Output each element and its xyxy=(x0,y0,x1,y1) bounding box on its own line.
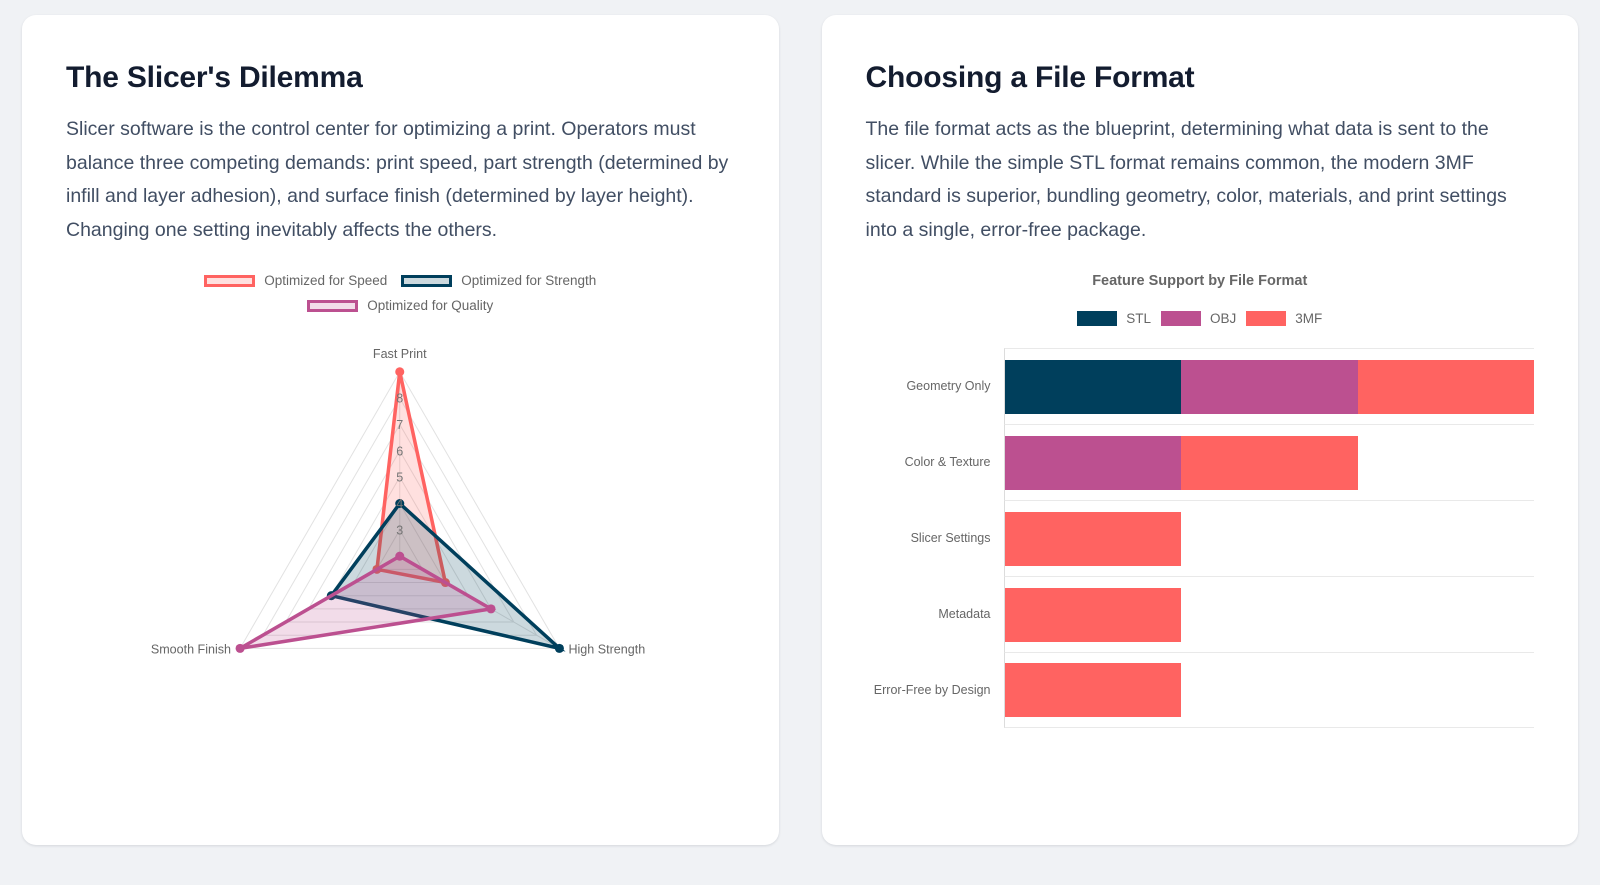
radar-svg: 3 4 5 6 7 8 Fast Print High Strength Smooth Fini… xyxy=(151,347,645,657)
bar-legend-swatch xyxy=(1077,311,1118,327)
radar-legend-label: Optimized for Quality xyxy=(367,298,494,314)
bar-legend-label: 3MF xyxy=(1295,311,1323,327)
bar-chart-row: Error-Free by Design xyxy=(866,652,1535,729)
bar-segment-3mf xyxy=(1004,587,1181,642)
radar-legend: Optimized for Speed Optimized for Strengt… xyxy=(120,273,680,313)
radar-grid-ring xyxy=(239,370,561,650)
bar-track xyxy=(1003,348,1534,425)
bar-segment-obj xyxy=(1181,359,1358,414)
radar-legend-item-1[interactable]: Optimized for Strength xyxy=(401,273,596,288)
bar-segment-stl xyxy=(1004,359,1181,414)
bar-legend-swatch xyxy=(1161,311,1201,327)
bar-legend-label: STL xyxy=(1126,311,1151,327)
bar-legend-swatch xyxy=(1246,311,1287,327)
bar-category-label: Metadata xyxy=(938,607,991,622)
radar-data-point xyxy=(554,643,564,654)
radar-legend-label: Optimized for Strength xyxy=(461,273,597,289)
radar-data-point xyxy=(395,499,405,509)
bar-chart-row: Slicer Settings xyxy=(866,500,1535,577)
radar-axis-label: Fast Print xyxy=(373,347,427,361)
radar-grid-ring xyxy=(307,449,492,610)
bar-chart-title: Feature Support by File Format xyxy=(1092,273,1308,290)
radar-tick-label: 5 xyxy=(396,471,403,485)
bar-stack xyxy=(1004,435,1535,490)
bar-track xyxy=(1003,424,1535,501)
radar-series-1 xyxy=(328,501,566,652)
bar-legend-item-1[interactable]: OBJ xyxy=(1161,311,1237,327)
bar-category-label: Slicer Settings xyxy=(910,531,991,546)
radar-tick-label: 3 xyxy=(396,524,403,538)
bar-stack xyxy=(1004,663,1535,718)
radar-grid-ring xyxy=(353,502,447,584)
radar-data-point xyxy=(395,551,405,561)
radar-tick-label: 6 xyxy=(396,444,403,458)
bar-legend-label: OBJ xyxy=(1210,311,1237,327)
radar-legend-swatch xyxy=(307,299,359,312)
card-body-slicer: Slicer software is the control center fo… xyxy=(66,118,729,241)
radar-grid-ring xyxy=(376,528,424,570)
bar-track xyxy=(1003,652,1535,729)
bar-segment-3mf xyxy=(1004,511,1181,566)
card-title-format: Choosing a File Format xyxy=(865,61,1195,94)
radar-legend-swatch xyxy=(401,274,453,287)
radar-data-point xyxy=(486,604,496,614)
bar-legend-item-2[interactable]: 3MF xyxy=(1246,311,1323,327)
bar-category-label: Geometry Only xyxy=(906,379,991,394)
bar-category-label: Color & Texture xyxy=(904,455,991,470)
bar-segment-obj xyxy=(1004,435,1181,490)
bar-chart-row: Geometry Only xyxy=(866,348,1534,425)
file-format-card: Choosing a File Format The file format a… xyxy=(821,15,1578,845)
radar-grid-ring xyxy=(262,397,538,636)
radar-legend-item-2[interactable]: Optimized for Quality xyxy=(307,298,493,313)
radar-series-2 xyxy=(239,554,497,651)
radar-tick-label: 4 xyxy=(396,497,403,511)
bar-chart-row: Metadata xyxy=(866,576,1535,653)
bar-segment-3mf xyxy=(1181,435,1358,490)
slicer-dilemma-card: The Slicer's Dilemma Slicer software is … xyxy=(22,15,779,845)
bar-chart-row: Color & Texture xyxy=(866,424,1535,501)
bar-legend-item-0[interactable]: STL xyxy=(1077,311,1151,327)
bar-category-label: Error-Free by Design xyxy=(873,683,991,698)
bar-track xyxy=(1003,576,1535,653)
radar-legend-item-0[interactable]: Optimized for Speed xyxy=(204,273,387,288)
radar-data-point xyxy=(235,643,245,654)
bar-segment-3mf xyxy=(1004,663,1181,718)
radar-tick-label: 8 xyxy=(396,392,403,406)
bar-track xyxy=(1003,500,1535,577)
card-body-format: The file format acts as the blueprint, d… xyxy=(865,118,1507,241)
bar-segment-3mf xyxy=(1357,359,1534,414)
bar-chart: Geometry Only Color & Texture Slicer Setti… xyxy=(866,348,1535,729)
radar-legend-label: Optimized for Speed xyxy=(264,273,388,289)
radar-legend-swatch xyxy=(204,274,256,287)
radar-axis-label: High Strength xyxy=(568,643,645,657)
radar-axis-label: Smooth Finish xyxy=(151,643,231,657)
bar-stack xyxy=(1004,359,1534,414)
bar-stack xyxy=(1004,587,1535,642)
bar-stack xyxy=(1004,511,1535,566)
radar-data-point xyxy=(395,367,405,377)
radar-tick-label: 7 xyxy=(396,418,403,432)
card-title-slicer: The Slicer's Dilemma xyxy=(66,61,363,94)
bar-legend: STL OBJ 3MF xyxy=(866,311,1535,327)
radar-chart: 3 4 5 6 7 8 Fast Print High Strength Smooth Fini… xyxy=(66,327,735,669)
